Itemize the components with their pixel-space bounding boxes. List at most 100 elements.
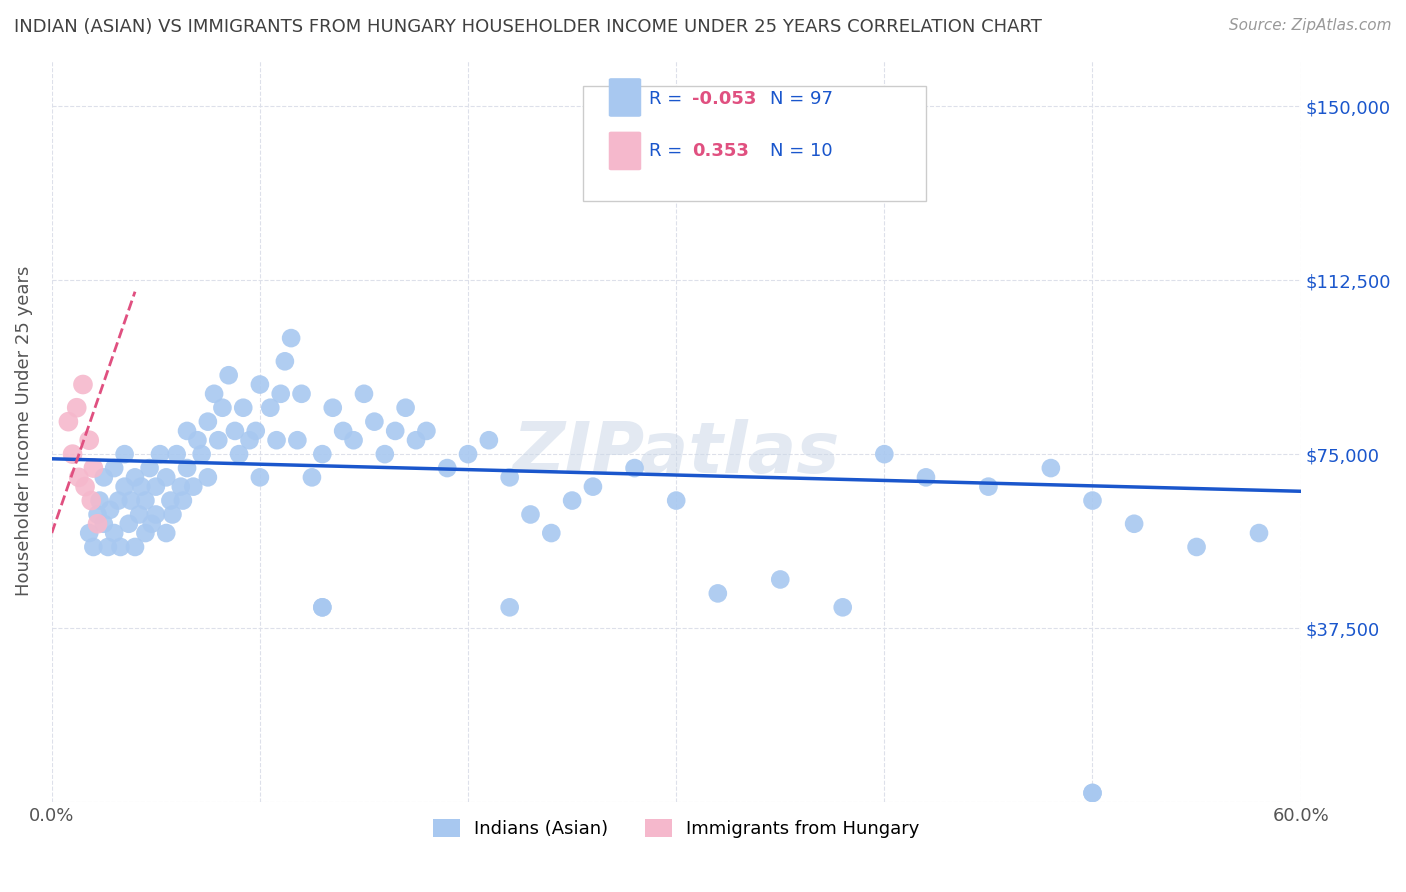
Point <box>103 526 125 541</box>
Point <box>831 600 853 615</box>
Point <box>561 493 583 508</box>
Point <box>98 503 121 517</box>
Point <box>405 434 427 448</box>
Text: INDIAN (ASIAN) VS IMMIGRANTS FROM HUNGARY HOUSEHOLDER INCOME UNDER 25 YEARS CORR: INDIAN (ASIAN) VS IMMIGRANTS FROM HUNGAR… <box>14 18 1042 36</box>
Point <box>149 447 172 461</box>
Point <box>170 480 193 494</box>
Point <box>1081 493 1104 508</box>
Text: R =: R = <box>648 90 688 108</box>
Point <box>582 480 605 494</box>
Point <box>82 540 104 554</box>
Point <box>86 516 108 531</box>
Point <box>80 493 103 508</box>
Point <box>499 600 522 615</box>
Point <box>66 401 89 415</box>
Point <box>97 540 120 554</box>
Point <box>311 447 333 461</box>
Point <box>311 600 333 615</box>
Point <box>519 508 541 522</box>
Point <box>128 508 150 522</box>
Point <box>118 516 141 531</box>
Point <box>114 480 136 494</box>
Point <box>1123 516 1146 531</box>
Point <box>176 424 198 438</box>
Point <box>155 470 177 484</box>
Point <box>228 447 250 461</box>
Point <box>311 600 333 615</box>
Point <box>190 447 212 461</box>
Text: Source: ZipAtlas.com: Source: ZipAtlas.com <box>1229 18 1392 33</box>
Point <box>207 434 229 448</box>
Point <box>67 470 90 484</box>
Point <box>977 480 1000 494</box>
Point <box>218 368 240 383</box>
Point <box>415 424 437 438</box>
Point <box>58 415 80 429</box>
FancyBboxPatch shape <box>582 86 927 201</box>
Point <box>266 434 288 448</box>
Point <box>176 461 198 475</box>
Point <box>197 415 219 429</box>
Text: R =: R = <box>648 142 688 160</box>
Point <box>270 386 292 401</box>
FancyBboxPatch shape <box>609 78 641 117</box>
Point <box>478 434 501 448</box>
Point <box>110 540 132 554</box>
Point <box>259 401 281 415</box>
Point <box>290 386 312 401</box>
Point <box>129 480 152 494</box>
Point <box>114 447 136 461</box>
Text: ZIPatlas: ZIPatlas <box>513 418 839 488</box>
Point <box>159 493 181 508</box>
Point <box>86 508 108 522</box>
Point <box>138 461 160 475</box>
Point <box>707 586 730 600</box>
Point <box>384 424 406 438</box>
Point <box>873 447 896 461</box>
Point <box>141 516 163 531</box>
Point <box>124 470 146 484</box>
Point <box>211 401 233 415</box>
Point <box>155 526 177 541</box>
Point <box>77 434 100 448</box>
Point <box>274 354 297 368</box>
Legend: Indians (Asian), Immigrants from Hungary: Indians (Asian), Immigrants from Hungary <box>426 812 927 846</box>
Point <box>436 461 458 475</box>
Point <box>353 386 375 401</box>
Point <box>93 470 115 484</box>
Point <box>73 480 96 494</box>
Point <box>162 508 184 522</box>
Point <box>1247 526 1270 541</box>
Point <box>342 434 364 448</box>
Point <box>915 470 938 484</box>
Point <box>285 434 308 448</box>
Point <box>1185 540 1208 554</box>
Point <box>202 386 225 401</box>
Point <box>665 493 688 508</box>
Point <box>457 447 479 461</box>
Point <box>245 424 267 438</box>
Point <box>186 434 208 448</box>
Point <box>238 434 260 448</box>
Text: 0.353: 0.353 <box>692 142 749 160</box>
Point <box>145 480 167 494</box>
Point <box>145 508 167 522</box>
Point <box>197 470 219 484</box>
Point <box>1039 461 1062 475</box>
Point <box>332 424 354 438</box>
Point <box>77 526 100 541</box>
Point <box>172 493 194 508</box>
Point <box>249 470 271 484</box>
Point <box>93 516 115 531</box>
Point <box>107 493 129 508</box>
Point <box>249 377 271 392</box>
Point <box>301 470 323 484</box>
Point <box>1081 786 1104 800</box>
Text: N = 10: N = 10 <box>770 142 832 160</box>
Point <box>540 526 562 541</box>
Point <box>374 447 396 461</box>
Point <box>623 461 645 475</box>
Point <box>120 493 142 508</box>
Point <box>124 540 146 554</box>
FancyBboxPatch shape <box>609 132 641 170</box>
